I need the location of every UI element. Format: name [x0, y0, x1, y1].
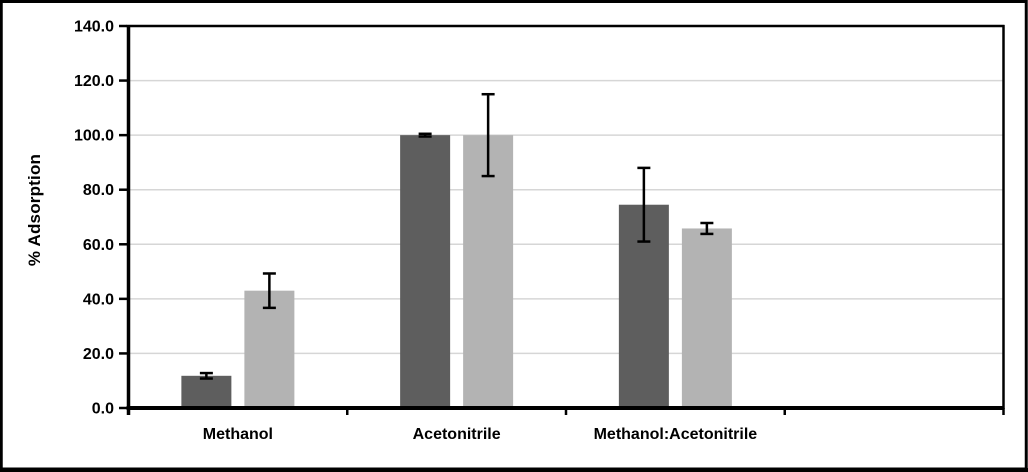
y-tick-label-120: 120.0: [74, 73, 114, 90]
bar-light-gray-series-1: [463, 135, 514, 408]
y-axis-title: % Adsorption: [25, 154, 44, 266]
x-category-label-1: Acetonitrile: [413, 426, 501, 443]
bar-dark-gray-series-1: [400, 135, 451, 408]
x-category-label-2: Methanol:Acetonitrile: [594, 426, 758, 443]
y-tick-label-60: 60.0: [83, 237, 114, 254]
bar-light-gray-series-0: [244, 290, 295, 408]
y-tick-label-100: 100.0: [74, 128, 114, 145]
bar-light-gray-series-2: [681, 228, 732, 408]
y-tick-label-80: 80.0: [83, 182, 114, 199]
y-tick-label-40: 40.0: [83, 291, 114, 308]
y-tick-label-20: 20.0: [83, 346, 114, 363]
bar-dark-gray-series-0: [181, 375, 232, 408]
x-category-label-0: Methanol: [203, 426, 273, 443]
y-tick-label-0: 0.0: [92, 401, 114, 418]
y-tick-label-140: 140.0: [74, 19, 114, 36]
